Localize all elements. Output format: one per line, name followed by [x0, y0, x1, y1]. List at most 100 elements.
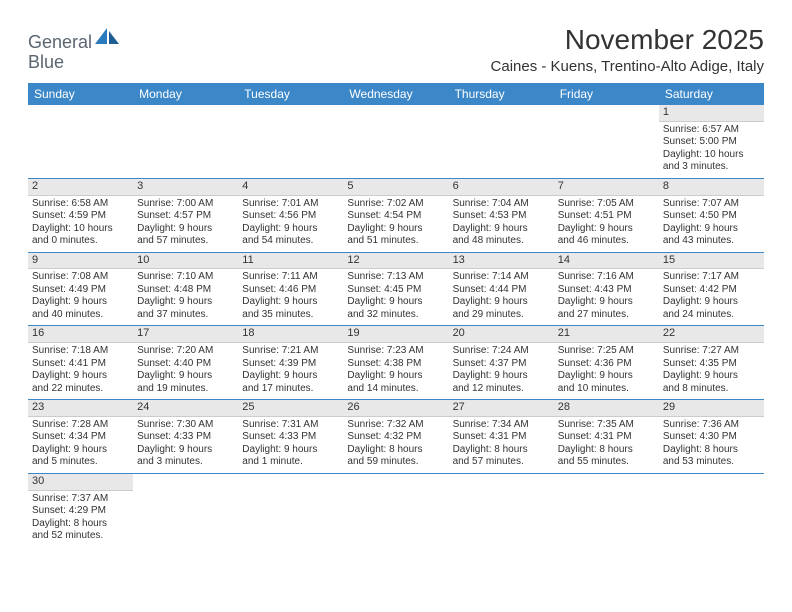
sunrise-text: Sunrise: 7:21 AM — [242, 345, 339, 358]
sunset-text: Sunset: 4:35 PM — [663, 358, 760, 371]
calendar-cell — [554, 474, 659, 547]
logo: General Blue — [28, 28, 123, 73]
daylight-text: Daylight: 8 hours — [558, 444, 655, 457]
header: General Blue November 2025 Caines - Kuen… — [28, 24, 764, 75]
sunset-text: Sunset: 5:00 PM — [663, 136, 760, 149]
day-number: 21 — [554, 326, 659, 343]
day-number: 8 — [659, 179, 764, 196]
sunset-text: Sunset: 4:46 PM — [242, 284, 339, 297]
sunset-text: Sunset: 4:42 PM — [663, 284, 760, 297]
daylight-text: Daylight: 9 hours — [558, 296, 655, 309]
daylight-text: and 1 minute. — [242, 456, 339, 469]
calendar-cell: 7Sunrise: 7:05 AMSunset: 4:51 PMDaylight… — [554, 179, 659, 252]
calendar-week: 30Sunrise: 7:37 AMSunset: 4:29 PMDayligh… — [28, 474, 764, 547]
day-number: 16 — [28, 326, 133, 343]
calendar-cell: 4Sunrise: 7:01 AMSunset: 4:56 PMDaylight… — [238, 179, 343, 252]
calendar-cell: 2Sunrise: 6:58 AMSunset: 4:59 PMDaylight… — [28, 179, 133, 252]
sail-icon — [93, 33, 123, 50]
calendar-cell: 6Sunrise: 7:04 AMSunset: 4:53 PMDaylight… — [449, 179, 554, 252]
sunrise-text: Sunrise: 7:13 AM — [347, 271, 444, 284]
day-number: 9 — [28, 253, 133, 270]
sunrise-text: Sunrise: 7:05 AM — [558, 198, 655, 211]
day-number: 4 — [238, 179, 343, 196]
calendar-cell: 27Sunrise: 7:34 AMSunset: 4:31 PMDayligh… — [449, 400, 554, 473]
weekday-label: Monday — [133, 83, 238, 105]
calendar-cell: 18Sunrise: 7:21 AMSunset: 4:39 PMDayligh… — [238, 326, 343, 399]
calendar-cell — [238, 105, 343, 178]
sunset-text: Sunset: 4:38 PM — [347, 358, 444, 371]
daylight-text: Daylight: 8 hours — [663, 444, 760, 457]
day-number: 6 — [449, 179, 554, 196]
calendar-cell: 11Sunrise: 7:11 AMSunset: 4:46 PMDayligh… — [238, 253, 343, 326]
day-number: 2 — [28, 179, 133, 196]
sunrise-text: Sunrise: 7:37 AM — [32, 493, 129, 506]
calendar-cell: 5Sunrise: 7:02 AMSunset: 4:54 PMDaylight… — [343, 179, 448, 252]
daylight-text: and 29 minutes. — [453, 309, 550, 322]
daylight-text: and 43 minutes. — [663, 235, 760, 248]
daylight-text: and 55 minutes. — [558, 456, 655, 469]
day-number: 5 — [343, 179, 448, 196]
daylight-text: and 0 minutes. — [32, 235, 129, 248]
sunset-text: Sunset: 4:36 PM — [558, 358, 655, 371]
day-number: 3 — [133, 179, 238, 196]
sunrise-text: Sunrise: 7:11 AM — [242, 271, 339, 284]
weekday-label: Friday — [554, 83, 659, 105]
daylight-text: Daylight: 9 hours — [453, 296, 550, 309]
sunset-text: Sunset: 4:29 PM — [32, 505, 129, 518]
weekday-header: Sunday Monday Tuesday Wednesday Thursday… — [28, 83, 764, 105]
sunset-text: Sunset: 4:39 PM — [242, 358, 339, 371]
calendar-cell — [238, 474, 343, 547]
daylight-text: and 59 minutes. — [347, 456, 444, 469]
calendar-cell — [659, 474, 764, 547]
daylight-text: and 40 minutes. — [32, 309, 129, 322]
sunrise-text: Sunrise: 7:27 AM — [663, 345, 760, 358]
weeks-container: 1Sunrise: 6:57 AMSunset: 5:00 PMDaylight… — [28, 105, 764, 547]
calendar-cell — [449, 474, 554, 547]
sunrise-text: Sunrise: 7:34 AM — [453, 419, 550, 432]
daylight-text: Daylight: 9 hours — [347, 223, 444, 236]
day-number: 13 — [449, 253, 554, 270]
sunrise-text: Sunrise: 7:36 AM — [663, 419, 760, 432]
sunrise-text: Sunrise: 7:00 AM — [137, 198, 234, 211]
sunset-text: Sunset: 4:31 PM — [558, 431, 655, 444]
daylight-text: and 5 minutes. — [32, 456, 129, 469]
calendar-cell — [449, 105, 554, 178]
daylight-text: Daylight: 9 hours — [347, 370, 444, 383]
sunset-text: Sunset: 4:48 PM — [137, 284, 234, 297]
sunrise-text: Sunrise: 7:24 AM — [453, 345, 550, 358]
daylight-text: and 8 minutes. — [663, 383, 760, 396]
sunrise-text: Sunrise: 6:58 AM — [32, 198, 129, 211]
sunset-text: Sunset: 4:44 PM — [453, 284, 550, 297]
day-number: 24 — [133, 400, 238, 417]
daylight-text: and 3 minutes. — [137, 456, 234, 469]
page-subtitle: Caines - Kuens, Trentino-Alto Adige, Ita… — [491, 58, 764, 75]
title-block: November 2025 Caines - Kuens, Trentino-A… — [491, 24, 764, 75]
sunset-text: Sunset: 4:43 PM — [558, 284, 655, 297]
daylight-text: Daylight: 9 hours — [242, 444, 339, 457]
sunrise-text: Sunrise: 7:31 AM — [242, 419, 339, 432]
sunrise-text: Sunrise: 7:01 AM — [242, 198, 339, 211]
daylight-text: and 48 minutes. — [453, 235, 550, 248]
sunset-text: Sunset: 4:45 PM — [347, 284, 444, 297]
sunset-text: Sunset: 4:57 PM — [137, 210, 234, 223]
daylight-text: Daylight: 9 hours — [32, 296, 129, 309]
sunrise-text: Sunrise: 7:30 AM — [137, 419, 234, 432]
calendar-week: 2Sunrise: 6:58 AMSunset: 4:59 PMDaylight… — [28, 179, 764, 253]
daylight-text: and 17 minutes. — [242, 383, 339, 396]
day-number: 26 — [343, 400, 448, 417]
calendar-cell: 1Sunrise: 6:57 AMSunset: 5:00 PMDaylight… — [659, 105, 764, 178]
calendar-week: 23Sunrise: 7:28 AMSunset: 4:34 PMDayligh… — [28, 400, 764, 474]
sunset-text: Sunset: 4:40 PM — [137, 358, 234, 371]
sunrise-text: Sunrise: 7:23 AM — [347, 345, 444, 358]
day-number: 19 — [343, 326, 448, 343]
weekday-label: Wednesday — [343, 83, 448, 105]
daylight-text: Daylight: 9 hours — [558, 223, 655, 236]
logo-text-block: General Blue — [28, 28, 123, 73]
calendar-cell: 14Sunrise: 7:16 AMSunset: 4:43 PMDayligh… — [554, 253, 659, 326]
day-number: 15 — [659, 253, 764, 270]
daylight-text: and 32 minutes. — [347, 309, 444, 322]
calendar-cell: 28Sunrise: 7:35 AMSunset: 4:31 PMDayligh… — [554, 400, 659, 473]
calendar-week: 9Sunrise: 7:08 AMSunset: 4:49 PMDaylight… — [28, 253, 764, 327]
calendar-cell: 12Sunrise: 7:13 AMSunset: 4:45 PMDayligh… — [343, 253, 448, 326]
day-number: 20 — [449, 326, 554, 343]
